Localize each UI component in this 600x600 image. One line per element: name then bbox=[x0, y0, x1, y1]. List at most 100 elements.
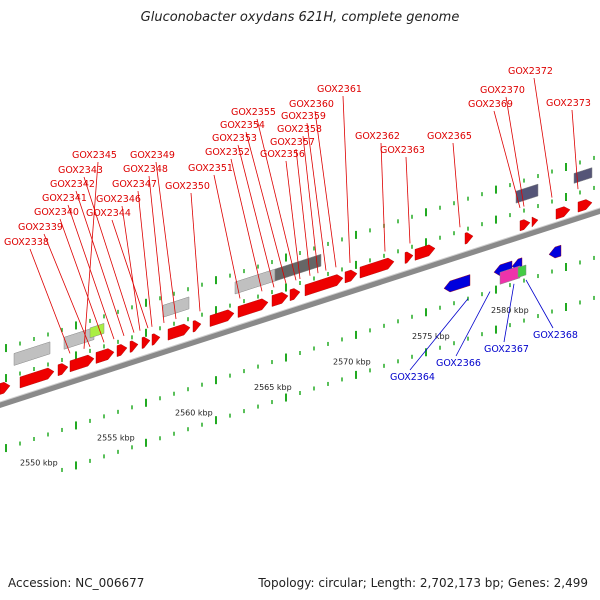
leader-line bbox=[452, 142, 461, 228]
leader-line bbox=[455, 291, 491, 357]
pseudogene-box bbox=[63, 327, 95, 350]
gene-label: GOX2352 bbox=[205, 147, 250, 158]
forward-gene-arrow bbox=[519, 219, 531, 232]
feature-box bbox=[517, 264, 527, 278]
leader-line bbox=[29, 248, 71, 354]
forward-gene-arrow bbox=[531, 216, 539, 228]
map-title: Gluconobacter oxydans 621H, complete gen… bbox=[140, 10, 460, 25]
leader-line bbox=[314, 110, 337, 268]
gene-label: GOX2349 bbox=[130, 150, 175, 161]
leader-line bbox=[302, 135, 319, 274]
leader-line bbox=[67, 204, 115, 340]
leader-line bbox=[148, 175, 165, 324]
gene-label: GOX2348 bbox=[123, 164, 168, 175]
reverse-gene-arrow bbox=[548, 244, 562, 259]
forward-gene-arrow bbox=[577, 199, 593, 213]
pseudogene-box bbox=[234, 268, 276, 295]
forward-gene-arrow bbox=[414, 244, 436, 261]
leader-line bbox=[59, 218, 105, 343]
gene-label: GOX2363 bbox=[380, 145, 425, 156]
gene-label: GOX2360 bbox=[289, 99, 334, 110]
gene-label: GOX2350 bbox=[165, 181, 210, 192]
gene-label: GOX2373 bbox=[546, 98, 591, 109]
gene-label: GOX2364 bbox=[390, 372, 435, 383]
leader-line bbox=[121, 205, 141, 331]
gene-label: GOX2358 bbox=[277, 124, 322, 135]
gene-label: GOX2338 bbox=[4, 237, 49, 248]
leader-line bbox=[503, 283, 515, 343]
forward-gene-arrow bbox=[192, 320, 202, 333]
genome-summary: Topology: circular; Length: 2,702,173 bp… bbox=[258, 576, 588, 590]
leader-line bbox=[237, 144, 275, 288]
leader-line bbox=[83, 176, 135, 333]
forward-gene-arrow bbox=[69, 354, 95, 373]
forward-gene-arrow bbox=[57, 363, 69, 377]
accession-text: Accession: NC_006677 bbox=[8, 576, 145, 590]
leader-line bbox=[256, 118, 297, 281]
gene-label: GOX2366 bbox=[436, 358, 481, 369]
gene-label: GOX2367 bbox=[484, 344, 529, 355]
leader-line bbox=[295, 148, 311, 276]
leader-line bbox=[213, 174, 241, 299]
leader-line bbox=[285, 160, 301, 280]
forward-gene-arrow bbox=[289, 288, 301, 302]
leader-line bbox=[155, 161, 177, 320]
gene-label: GOX2343 bbox=[58, 165, 103, 176]
forward-gene-arrow bbox=[151, 333, 161, 346]
leader-line bbox=[230, 158, 263, 292]
gene-label: GOX2370 bbox=[480, 85, 525, 96]
forward-gene-arrow bbox=[141, 336, 151, 349]
forward-gene-arrow bbox=[209, 309, 235, 327]
genome-backbone-highlight bbox=[0, 207, 600, 403]
gene-label: GOX2351 bbox=[188, 163, 233, 174]
gene-label: GOX2346 bbox=[96, 194, 141, 205]
genome-backbone bbox=[0, 208, 600, 408]
gene-label: GOX2359 bbox=[281, 111, 326, 122]
rna-box bbox=[573, 167, 593, 184]
leader-line bbox=[571, 109, 579, 190]
rna-box bbox=[515, 183, 539, 204]
gene-label: GOX2362 bbox=[355, 131, 400, 142]
label-leader-lines bbox=[29, 77, 579, 371]
feature-box bbox=[274, 253, 322, 282]
kbp-label: 2550 kbp bbox=[20, 459, 58, 468]
gene-features bbox=[0, 167, 593, 395]
leader-line bbox=[245, 131, 287, 284]
gene-label: GOX2356 bbox=[260, 149, 305, 160]
forward-gene-arrow bbox=[95, 348, 115, 364]
gene-label: GOX2354 bbox=[220, 120, 265, 131]
forward-gene-arrow bbox=[304, 274, 344, 297]
gene-label: GOX2340 bbox=[34, 207, 79, 218]
leader-line bbox=[405, 156, 411, 244]
kbp-label: 2565 kbp bbox=[254, 383, 292, 392]
forward-gene-arrow bbox=[129, 340, 139, 353]
leader-line bbox=[83, 161, 99, 349]
gene-label: GOX2355 bbox=[231, 107, 276, 118]
forward-gene-arrow bbox=[344, 269, 358, 284]
gene-label: GOX2353 bbox=[212, 133, 257, 144]
leader-line bbox=[342, 95, 351, 263]
gene-label: GOX2361 bbox=[317, 84, 362, 95]
leader-line bbox=[306, 122, 327, 271]
leader-line bbox=[137, 190, 153, 327]
forward-gene-arrow bbox=[404, 251, 414, 264]
gene-label: GOX2357 bbox=[270, 137, 315, 148]
forward-gene-arrow bbox=[359, 257, 395, 279]
gene-label: GOX2347 bbox=[112, 179, 157, 190]
gene-label: GOX2341 bbox=[42, 193, 87, 204]
pseudogene-box bbox=[162, 296, 190, 318]
pseudogene-box bbox=[13, 341, 51, 366]
gene-label: GOX2342 bbox=[50, 179, 95, 190]
leader-line bbox=[505, 96, 525, 207]
leader-line bbox=[111, 219, 149, 329]
feature-box bbox=[499, 265, 521, 285]
forward-gene-arrow bbox=[167, 323, 191, 341]
gene-label: GOX2369 bbox=[468, 99, 513, 110]
gene-label: GOX2344 bbox=[86, 208, 131, 219]
leader-line bbox=[43, 233, 91, 348]
forward-gene-arrow bbox=[237, 298, 269, 318]
leader-line bbox=[190, 192, 201, 312]
gene-label: GOX2339 bbox=[18, 222, 63, 233]
kbp-label: 2555 kbp bbox=[97, 434, 135, 443]
